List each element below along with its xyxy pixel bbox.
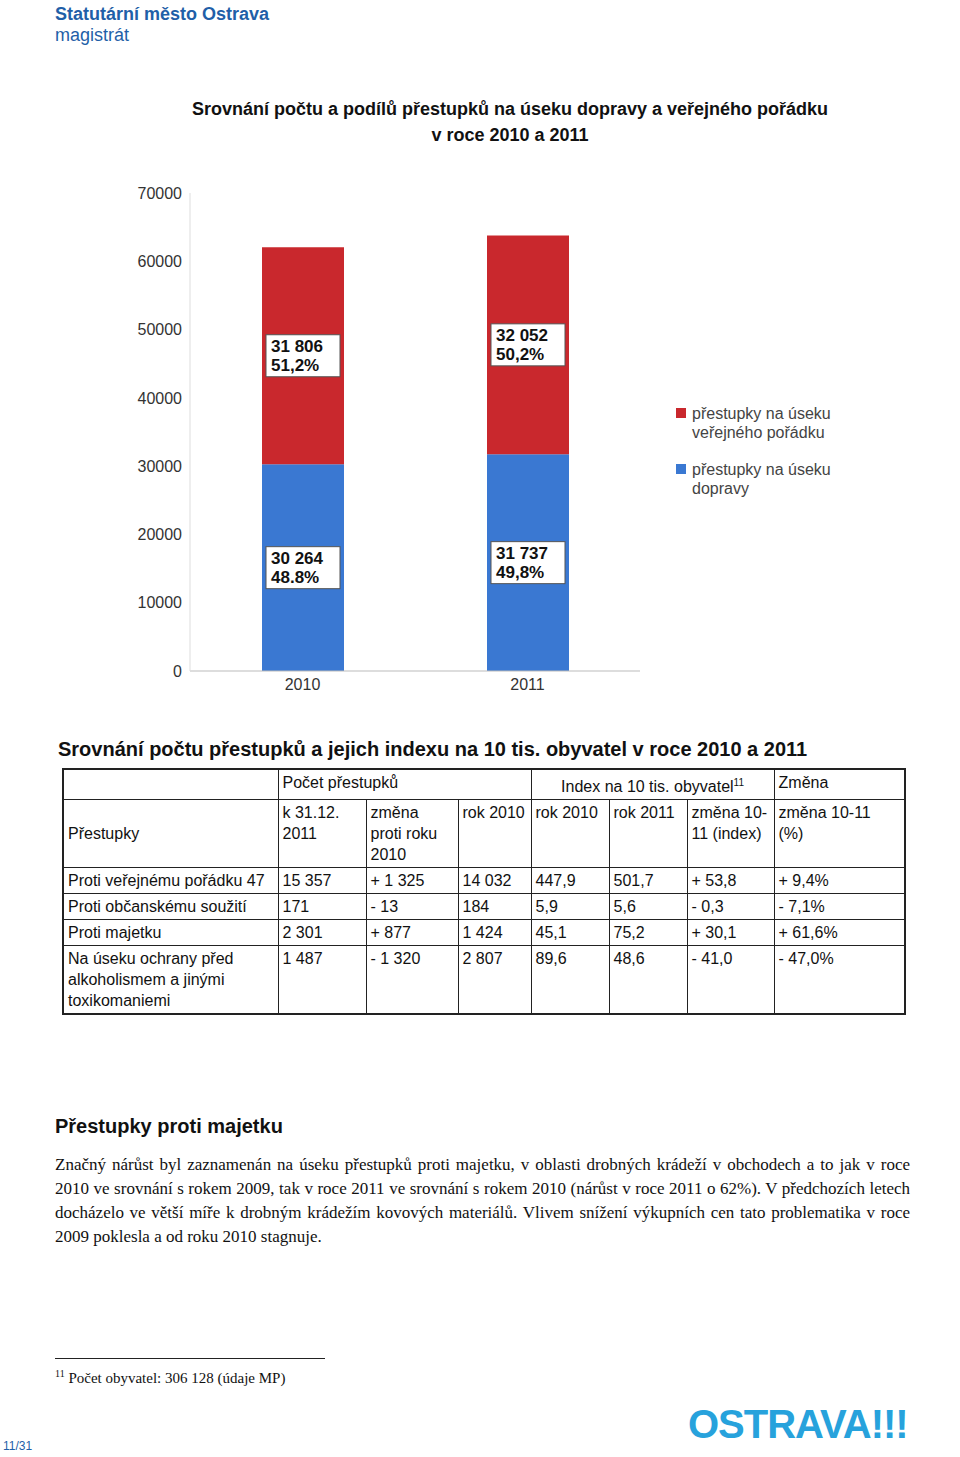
html-text:+ 877: + 877 [370,924,411,942]
html-text:změna 10-11 (index): změna 10-11 (index) [691,804,768,843]
html-text:- 1 320: - 1 320 [370,950,421,968]
html-text:89,6: 89,6 [535,950,567,968]
svg-text:20000: 20000 [138,526,183,543]
html-text:magistrát: magistrát [55,25,129,45]
html-text:- 47,0%: - 47,0% [778,950,834,968]
html-text:- 7,1%: - 7,1% [778,898,825,916]
svg-text:70000: 70000 [138,185,183,202]
html-text:+ 30,1: + 30,1 [691,924,737,942]
html-text:Přestupky proti majetku: Přestupky proti majetku [55,1115,283,1137]
html-text:Statutární město Ostrava: Statutární město Ostrava [55,4,270,24]
html-text:rok 2011: rok 2011 [613,804,675,822]
html-text:Proti občanskému soužití: Proti občanskému soužití [68,898,247,916]
html-text:+ 9,4%: + 9,4% [778,872,829,890]
html-text:Přestupky: Přestupky [68,825,140,843]
html-text:rok 2010: rok 2010 [462,804,525,822]
svg-text:10000: 10000 [138,594,183,611]
html-text:změna 10-11 (%): změna 10-11 (%) [778,804,871,843]
html-text:přestupky na úseku veřejného p: přestupky na úseku veřejného pořádku [692,405,831,441]
html-text:2 301: 2 301 [282,924,323,942]
svg-text:51,2%: 51,2% [271,356,319,375]
svg-text:31 806: 31 806 [271,337,323,356]
html-text:+ 53,8: + 53,8 [691,872,737,890]
html-text:přestupky na úseku dopravy: přestupky na úseku dopravy [692,461,831,497]
html-text:11/31: 11/31 [3,1439,33,1453]
svg-text:48.8%: 48.8% [271,568,319,587]
svg-text:32 052: 32 052 [496,326,548,345]
html-text:Změna: Změna [778,774,829,791]
html-text:48,6: 48,6 [613,950,645,968]
svg-text:60000: 60000 [138,253,183,270]
svg-text:31 737: 31 737 [496,544,548,563]
html-text:1 487: 1 487 [282,950,323,968]
html-text:171: 171 [282,898,310,916]
svg-text:2010: 2010 [285,676,321,693]
svg-text:50000: 50000 [138,321,183,338]
html-text:- 41,0: - 41,0 [691,950,733,968]
html-text:Proti veřejnému pořádku 47: Proti veřejnému pořádku 47 [68,872,265,890]
html-text:5,9: 5,9 [535,898,558,916]
html-text:Počet přestupků: Počet přestupků [282,774,399,791]
html-text:184: 184 [462,898,490,916]
html-text:45,1: 45,1 [535,924,567,942]
html-text:14 032: 14 032 [462,872,512,890]
html-text:5,6: 5,6 [613,898,636,916]
svg-text:40000: 40000 [138,390,183,407]
html-text:1 424: 1 424 [462,924,503,942]
html-text:rok 2010: rok 2010 [535,804,598,822]
html-text:11 Počet obyvatel: 306 128 (úd: 11 Počet obyvatel: 306 128 (údaje MP) [55,1368,286,1386]
html-text:Srovnání počtu a podílů přestu: Srovnání počtu a podílů přestupků na úse… [191,99,829,119]
html-text:447,9: 447,9 [535,872,576,890]
svg-text:30000: 30000 [138,458,183,475]
html-text:změna proti roku 2010: změna proti roku 2010 [370,804,438,864]
html-text:+ 61,6%: + 61,6% [778,924,838,942]
svg-text:49,8%: 49,8% [496,563,544,582]
svg-text:30 264: 30 264 [271,549,324,568]
svg-text:50,2%: 50,2% [496,345,544,364]
html-text:2 807: 2 807 [462,950,503,968]
html-text:Proti majetku: Proti majetku [68,924,162,942]
html-text:k 31.12. 2011: k 31.12. 2011 [282,804,340,843]
html-text:+ 1 325: + 1 325 [370,872,425,890]
html-text:Na úseku ochrany před alkoholi: Na úseku ochrany před alkoholismem a jin… [68,950,234,1010]
html-text:Srovnání počtu přestupků a jej: Srovnání počtu přestupků a jejich indexu… [58,738,808,760]
html-text:501,7: 501,7 [613,872,654,890]
html-text:Značný nárůst byl zaznamenán n: Značný nárůst byl zaznamenán na úseku př… [55,1155,910,1246]
html-text:- 13: - 13 [370,898,399,916]
html-text:v roce 2010 a 2011: v roce 2010 a 2011 [431,125,589,145]
svg-text:0: 0 [173,663,182,680]
html-text:OSTRAVA!!!: OSTRAVA!!! [688,1402,908,1446]
html-text:75,2: 75,2 [613,924,645,942]
html-text:Index na 10 tis. obyvatel11: Index na 10 tis. obyvatel11 [561,777,744,796]
html-text:15 357: 15 357 [282,872,332,890]
html-text:- 0,3: - 0,3 [691,898,724,916]
svg-text:2011: 2011 [510,676,545,693]
